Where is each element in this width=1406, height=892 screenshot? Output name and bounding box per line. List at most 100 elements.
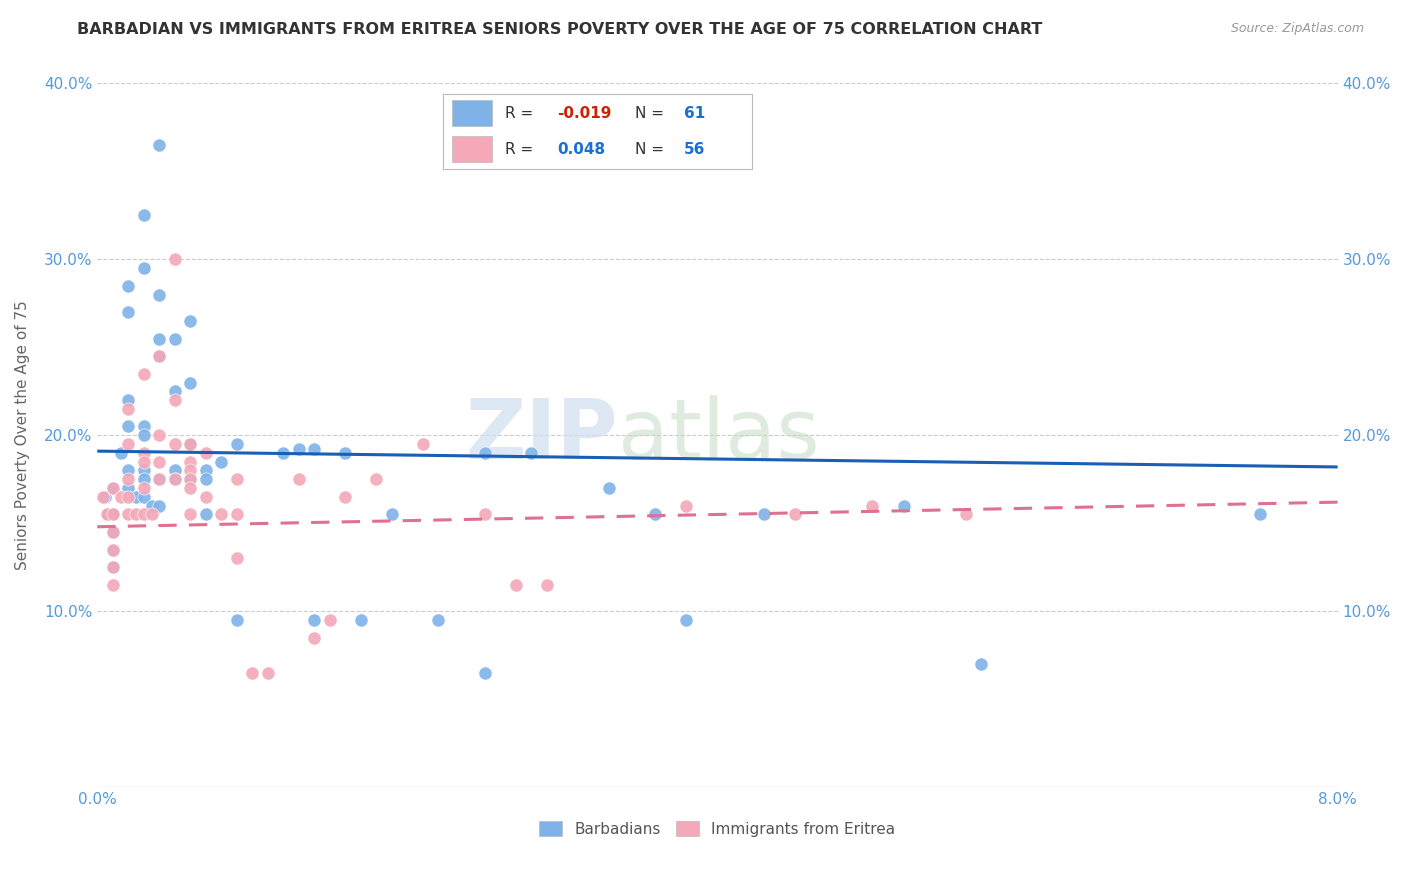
FancyBboxPatch shape bbox=[453, 101, 492, 127]
Point bbox=[148, 499, 170, 513]
Point bbox=[381, 508, 404, 522]
Point bbox=[163, 472, 186, 486]
Point bbox=[474, 665, 496, 680]
Point bbox=[141, 499, 163, 513]
Point bbox=[194, 446, 217, 460]
Point bbox=[101, 524, 124, 539]
Point bbox=[520, 446, 543, 460]
Point bbox=[304, 631, 326, 645]
Point bbox=[101, 508, 124, 522]
Point bbox=[132, 261, 155, 276]
Point bbox=[117, 472, 139, 486]
Point bbox=[783, 508, 806, 522]
Point bbox=[101, 524, 124, 539]
Point bbox=[101, 542, 124, 557]
Point bbox=[148, 349, 170, 363]
Point bbox=[225, 613, 247, 627]
Point bbox=[225, 551, 247, 566]
Legend: Barbadians, Immigrants from Eritrea: Barbadians, Immigrants from Eritrea bbox=[533, 814, 901, 843]
Point bbox=[132, 446, 155, 460]
Point bbox=[970, 657, 993, 671]
Point bbox=[350, 613, 373, 627]
Point bbox=[179, 463, 201, 477]
Point bbox=[132, 428, 155, 442]
Point bbox=[125, 490, 148, 504]
Point bbox=[474, 446, 496, 460]
Point bbox=[179, 472, 201, 486]
Point bbox=[163, 393, 186, 408]
Point bbox=[117, 401, 139, 416]
Text: R =: R = bbox=[505, 106, 533, 121]
Point bbox=[163, 472, 186, 486]
Point bbox=[955, 508, 977, 522]
Point bbox=[132, 455, 155, 469]
Point bbox=[117, 393, 139, 408]
Point bbox=[148, 349, 170, 363]
Point bbox=[862, 499, 884, 513]
Text: atlas: atlas bbox=[619, 395, 820, 475]
Point bbox=[163, 384, 186, 399]
Point bbox=[163, 332, 186, 346]
Point bbox=[194, 472, 217, 486]
Point bbox=[288, 442, 311, 457]
Point bbox=[148, 332, 170, 346]
Point bbox=[117, 463, 139, 477]
Point bbox=[101, 481, 124, 495]
Point bbox=[179, 508, 201, 522]
Point bbox=[132, 508, 155, 522]
Point bbox=[101, 481, 124, 495]
Text: ZIP: ZIP bbox=[465, 395, 619, 475]
Point bbox=[110, 446, 132, 460]
Point bbox=[163, 463, 186, 477]
Point bbox=[194, 508, 217, 522]
Point bbox=[225, 472, 247, 486]
Point bbox=[117, 419, 139, 434]
Point bbox=[132, 490, 155, 504]
Point bbox=[598, 481, 620, 495]
Point bbox=[225, 437, 247, 451]
Point bbox=[1249, 508, 1271, 522]
Text: -0.019: -0.019 bbox=[557, 106, 612, 121]
Point bbox=[179, 481, 201, 495]
Point bbox=[132, 463, 155, 477]
Point bbox=[179, 437, 201, 451]
Point bbox=[179, 472, 201, 486]
Text: BARBADIAN VS IMMIGRANTS FROM ERITREA SENIORS POVERTY OVER THE AGE OF 75 CORRELAT: BARBADIAN VS IMMIGRANTS FROM ERITREA SEN… bbox=[77, 22, 1043, 37]
Point bbox=[209, 508, 232, 522]
Text: Source: ZipAtlas.com: Source: ZipAtlas.com bbox=[1230, 22, 1364, 36]
Point bbox=[101, 560, 124, 574]
Point bbox=[148, 472, 170, 486]
Point bbox=[101, 560, 124, 574]
Point bbox=[194, 463, 217, 477]
Point bbox=[117, 481, 139, 495]
Point bbox=[366, 472, 388, 486]
Point bbox=[209, 455, 232, 469]
Point bbox=[132, 472, 155, 486]
Point bbox=[194, 490, 217, 504]
Point bbox=[117, 278, 139, 293]
Point bbox=[335, 490, 357, 504]
Point bbox=[675, 499, 697, 513]
Point bbox=[110, 490, 132, 504]
Point bbox=[288, 472, 311, 486]
Point bbox=[117, 305, 139, 319]
Point bbox=[148, 455, 170, 469]
Text: N =: N = bbox=[634, 106, 664, 121]
Point bbox=[412, 437, 434, 451]
Point bbox=[96, 508, 118, 522]
Point bbox=[148, 472, 170, 486]
Point bbox=[163, 437, 186, 451]
Point bbox=[148, 428, 170, 442]
Point bbox=[179, 314, 201, 328]
Point bbox=[474, 508, 496, 522]
Point bbox=[225, 508, 247, 522]
Text: N =: N = bbox=[634, 142, 664, 156]
Point bbox=[179, 376, 201, 390]
Point bbox=[335, 446, 357, 460]
Point bbox=[94, 490, 117, 504]
FancyBboxPatch shape bbox=[453, 136, 492, 161]
Point bbox=[752, 508, 775, 522]
Point bbox=[675, 613, 697, 627]
Point bbox=[117, 437, 139, 451]
Point bbox=[101, 542, 124, 557]
